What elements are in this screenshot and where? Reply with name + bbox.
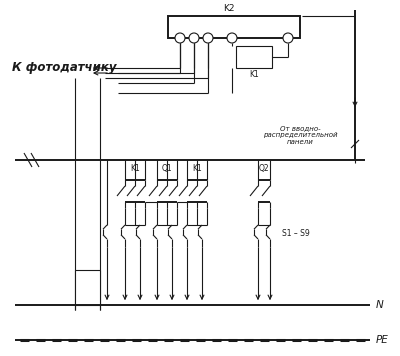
Text: К фотодатчику: К фотодатчику — [12, 62, 116, 74]
Text: Q1: Q1 — [162, 164, 172, 173]
Text: N: N — [376, 300, 384, 310]
Circle shape — [189, 33, 199, 43]
Text: K1: K1 — [130, 164, 140, 173]
Bar — [168, 16, 300, 38]
Text: K1: K1 — [249, 70, 259, 79]
Circle shape — [227, 33, 237, 43]
Text: K2: K2 — [223, 4, 235, 13]
Text: K1: K1 — [192, 164, 202, 173]
Text: PE: PE — [376, 335, 389, 345]
Circle shape — [203, 33, 213, 43]
Bar — [75, 270, 100, 305]
Text: От вводно-
распределительной
панели: От вводно- распределительной панели — [263, 125, 337, 145]
Circle shape — [175, 33, 185, 43]
Bar — [236, 46, 272, 68]
Text: Q2: Q2 — [259, 164, 269, 173]
Text: S1 – S9: S1 – S9 — [282, 229, 310, 237]
Circle shape — [283, 33, 293, 43]
